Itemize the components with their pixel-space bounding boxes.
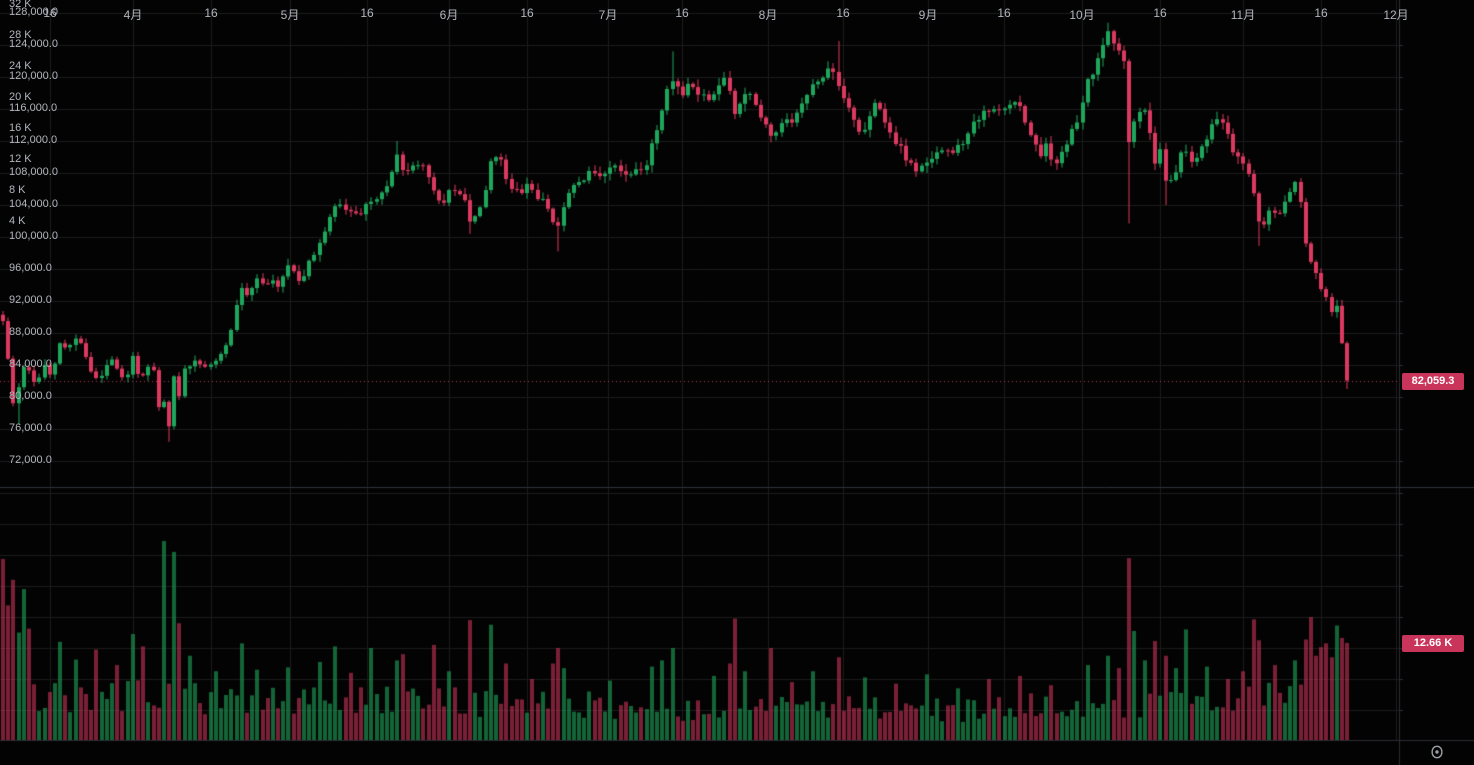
volume-tick-label: 24 K	[9, 60, 32, 72]
price-tick-label: 108,000.0	[9, 166, 58, 178]
last-volume-label: 12.66 K	[1402, 635, 1464, 652]
price-tick-label: 96,000.0	[9, 262, 52, 274]
volume-scale[interactable]: 32 K 28 K 24 K 20 K 16 K 12 K 8 K 4 K	[0, 0, 74, 739]
price-tick-label: 116,000.0	[9, 102, 58, 114]
price-tick-label: 76,000.0	[9, 422, 52, 434]
volume-tick-label: 20 K	[9, 91, 32, 103]
price-tick-label: 92,000.0	[9, 294, 52, 306]
price-scale[interactable]: 128,000.0 124,000.0 120,000.0 116,000.0 112,…	[0, 0, 74, 487]
price-tick-label: 80,000.0	[9, 390, 52, 402]
price-tick-label: 120,000.0	[9, 70, 58, 82]
price-tick-label: 72,000.0	[9, 454, 52, 466]
volume-tick-label: 8 K	[9, 184, 26, 196]
price-tick-label: 84,000.0	[9, 358, 52, 370]
volume-tick-label: 28 K	[9, 29, 32, 41]
price-tick-label: 112,000.0	[9, 134, 58, 146]
settings-gear-icon[interactable]	[1428, 743, 1446, 761]
volume-tick-label: 4 K	[9, 215, 26, 227]
price-tick-label: 104,000.0	[9, 198, 58, 210]
time-scale[interactable]: 16 4月 16 5月 16 6月 16 7月 16 8月 16 9月 16 10月 16 11月 16 12月	[43, 6, 1409, 22]
price-tick-label: 124,000.0	[9, 38, 58, 50]
volume-tick-label: 12 K	[9, 153, 32, 165]
price-tick-label: 88,000.0	[9, 326, 52, 338]
price-tick-label: 128,000.0	[9, 6, 58, 18]
price-tick-label: 100,000.0	[9, 230, 58, 242]
volume-tick-label: 32 K	[9, 0, 32, 10]
volume-tick-label: 16 K	[9, 122, 32, 134]
last-price-label: 82,059.3	[1402, 373, 1464, 390]
